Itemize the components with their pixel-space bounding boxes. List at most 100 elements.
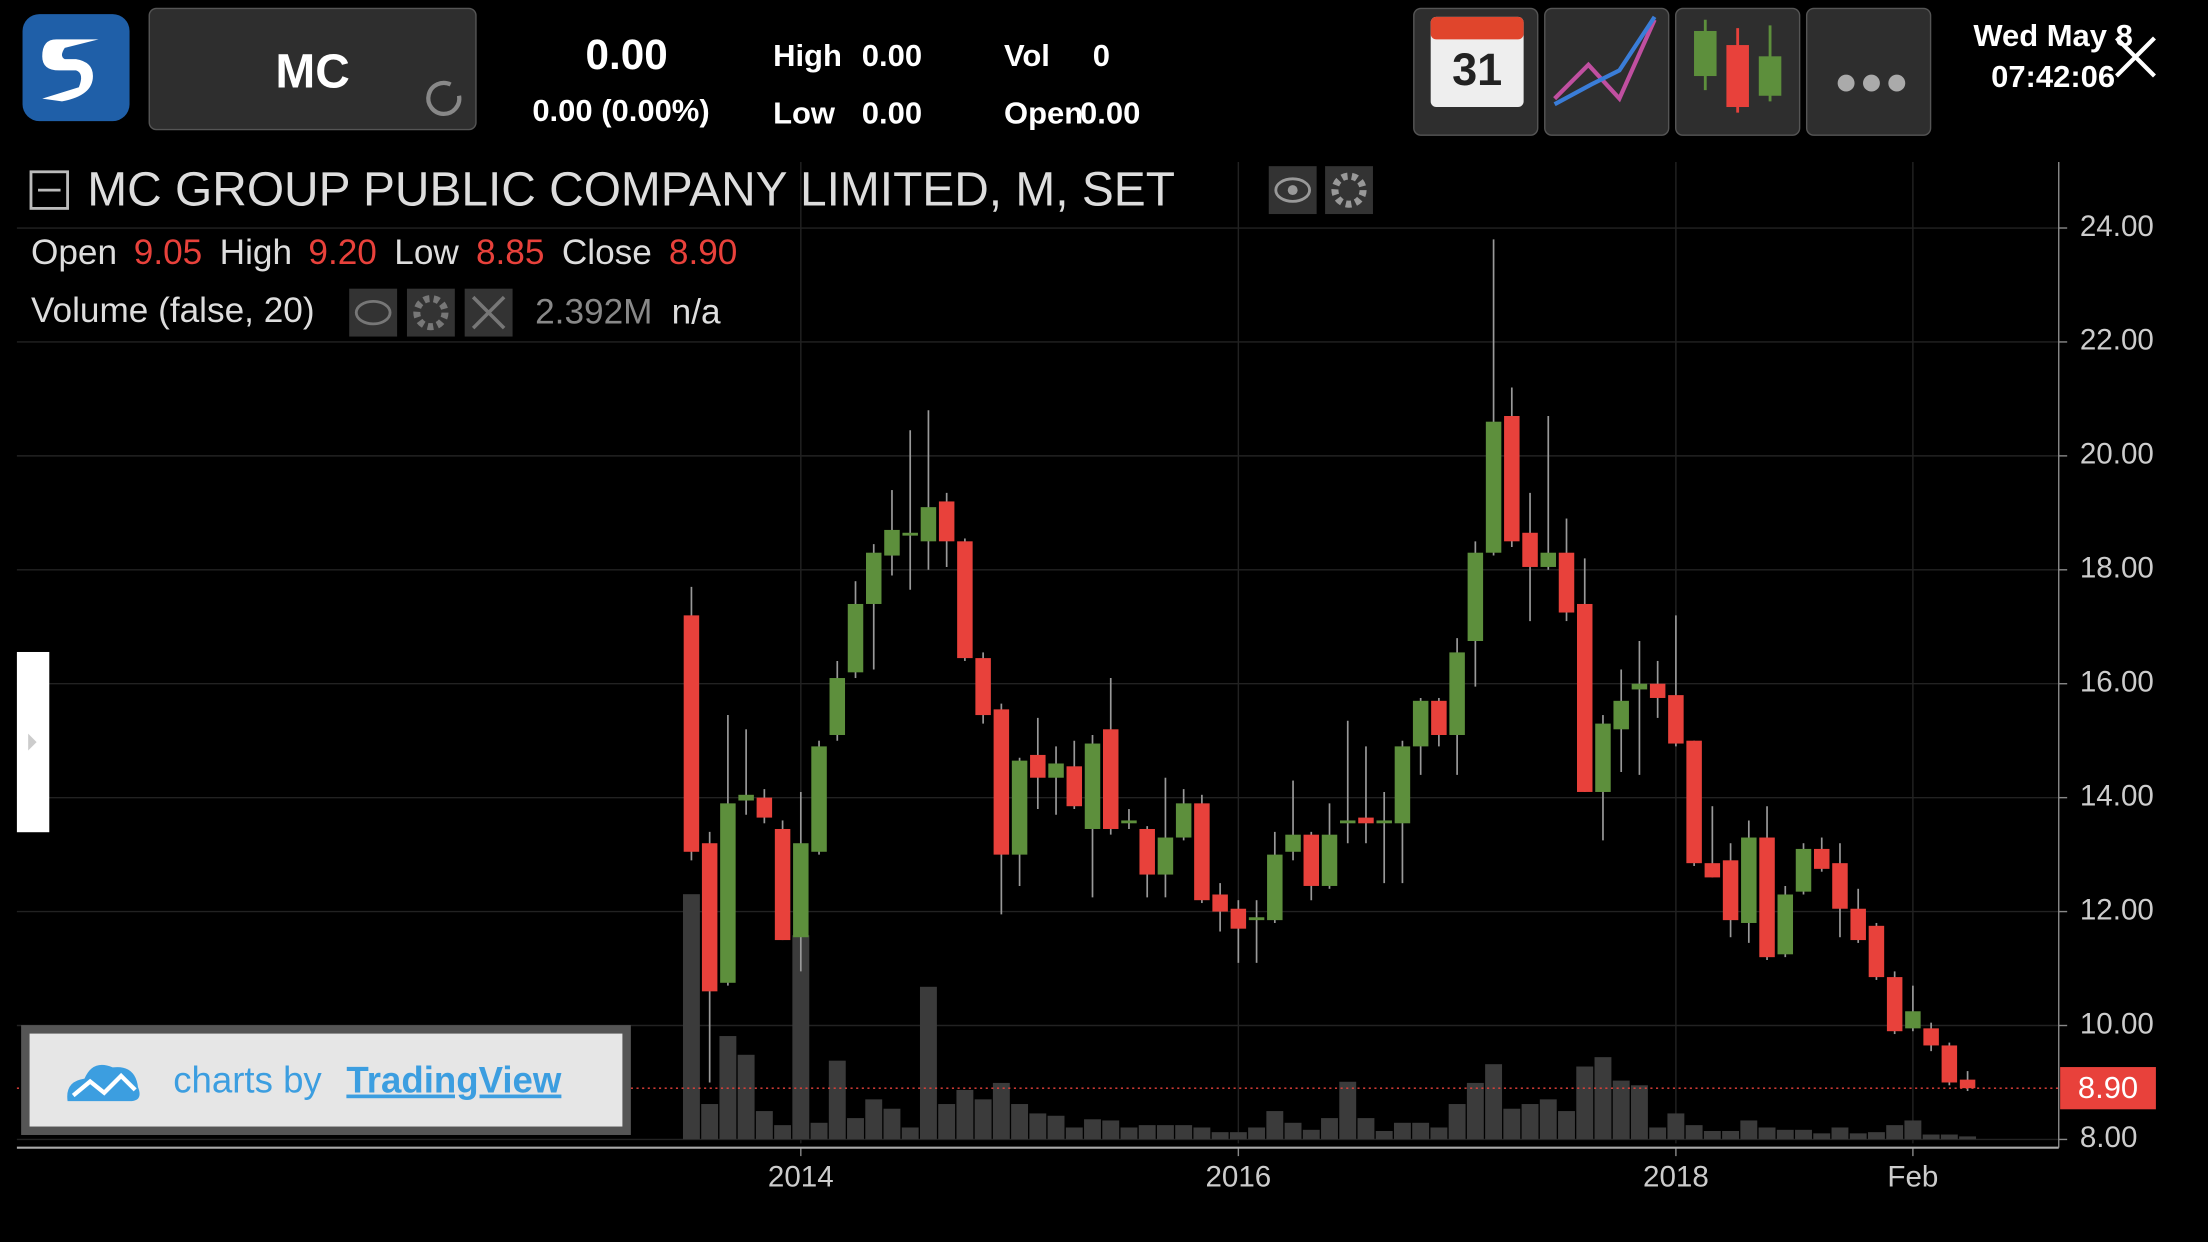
logo-mark <box>42 39 99 102</box>
volume-bar <box>1503 1108 1521 1140</box>
volume-bar <box>883 1108 901 1140</box>
price-tag-label: 8.90 <box>2078 1070 2138 1105</box>
volume-bar <box>1047 1115 1065 1140</box>
volume-bar <box>1521 1104 1539 1140</box>
volume-bar <box>974 1099 992 1140</box>
ohlc-legend: Open 9.05 High 9.20 Low 8.85 Close 8.90 <box>31 233 737 272</box>
collapse-toggle[interactable] <box>29 170 69 210</box>
legend-value: 9.20 <box>308 233 377 272</box>
attribution-prefix: charts by <box>173 1060 322 1101</box>
volume-bar <box>1776 1129 1794 1140</box>
candle-body <box>1485 421 1502 553</box>
candle-body <box>993 709 1010 855</box>
candle-body <box>720 803 736 983</box>
volume-bar <box>1959 1136 1977 1140</box>
calendar-icon <box>1430 16 1524 108</box>
candle-body <box>1048 763 1064 778</box>
time: 07:42:06 <box>1991 59 2115 94</box>
candle-body <box>1631 683 1648 690</box>
y-tick-label: 14.00 <box>2080 779 2154 812</box>
volume-bar <box>1831 1127 1849 1140</box>
candle-body <box>1449 652 1465 735</box>
price-tag <box>2060 1067 2156 1110</box>
candle-body <box>865 552 882 604</box>
candle-body <box>1540 552 1557 567</box>
candle-body <box>1339 820 1356 824</box>
attribution-link[interactable]: TradingView <box>346 1060 561 1101</box>
candle-body <box>1886 977 1903 1032</box>
refresh-icon[interactable] <box>426 80 462 116</box>
candle-body <box>1576 603 1593 792</box>
candle-body <box>1504 415 1520 542</box>
eye-pupil <box>1287 185 1298 196</box>
volume-bar <box>810 1122 828 1140</box>
compare-icon-line <box>1553 18 1657 103</box>
candle-body <box>1139 828 1155 875</box>
candle-body <box>1959 1079 1976 1089</box>
volume-bar <box>938 1104 956 1140</box>
candle-body <box>1686 740 1702 864</box>
volume-bar <box>956 1089 974 1140</box>
stat-value: 0.00 <box>862 96 922 131</box>
symbol-button[interactable] <box>148 7 477 131</box>
close-button[interactable] <box>2114 36 2156 78</box>
candle-body <box>1722 860 1739 921</box>
candle-body <box>683 615 700 852</box>
volume-bar <box>1156 1125 1174 1140</box>
volume-bar <box>1284 1122 1302 1140</box>
volume-bar <box>1211 1132 1229 1140</box>
compare-icon-line <box>1553 15 1657 107</box>
y-tick-label: 22.00 <box>2080 324 2154 357</box>
volume-bar <box>1867 1132 1885 1140</box>
volume-bar <box>992 1082 1010 1140</box>
stat-label: High <box>773 38 842 73</box>
volume-bar <box>1667 1113 1685 1140</box>
volume-bar <box>1594 1057 1612 1140</box>
candle-body <box>938 501 955 542</box>
y-tick-label: 10.00 <box>2080 1007 2154 1040</box>
volume-bar <box>701 1104 719 1140</box>
candle-body <box>884 529 900 556</box>
volume-bar <box>1084 1119 1101 1140</box>
candle-body <box>1084 743 1101 829</box>
volume-bar <box>865 1099 883 1140</box>
candle-body <box>811 746 827 852</box>
candle-body <box>1704 863 1721 878</box>
legend-value: 8.90 <box>669 233 738 272</box>
volume-bar <box>1940 1134 1958 1140</box>
candle-body <box>1777 894 1794 955</box>
volume-bar <box>1120 1127 1138 1140</box>
dot <box>1888 74 1906 92</box>
candle-body <box>902 532 918 536</box>
candle-body <box>1285 834 1301 852</box>
calendar-top <box>1430 16 1524 40</box>
legend-value: 8.85 <box>476 233 545 272</box>
y-tick-label: 18.00 <box>2080 552 2154 585</box>
stat-label: Low <box>773 96 836 131</box>
volume-bar <box>847 1118 864 1140</box>
stat-label: Vol <box>1004 38 1050 73</box>
candle-body <box>1358 817 1374 824</box>
x-tick-label: 2016 <box>1205 1160 1271 1193</box>
volume-bar <box>755 1111 773 1140</box>
candle-body <box>1248 917 1265 921</box>
volume-bar <box>1904 1120 1922 1140</box>
candle-body <box>920 507 937 542</box>
eye-icon <box>354 299 392 326</box>
tv-logo-line <box>71 1072 137 1098</box>
candle-body <box>1649 683 1666 698</box>
volume-bar <box>1102 1120 1120 1140</box>
symbol: MC <box>275 45 349 98</box>
volume-bar <box>1248 1127 1266 1140</box>
candle-body <box>1923 1028 1939 1046</box>
plot-area: 8.00 10.00 12.00 14.00 16.00 18.00 20.00 22.00 2… <box>16 161 2156 1193</box>
volume-bar <box>1138 1125 1156 1140</box>
more-button[interactable] <box>1805 7 1932 136</box>
candle-body <box>1121 820 1137 824</box>
chart-title: MC GROUP PUBLIC COMPANY LIMITED, M, SET <box>87 164 1175 217</box>
volume-bar <box>1539 1099 1557 1140</box>
volume-bar <box>1703 1130 1721 1140</box>
candle-body <box>793 843 809 938</box>
candle-body <box>1030 754 1046 778</box>
